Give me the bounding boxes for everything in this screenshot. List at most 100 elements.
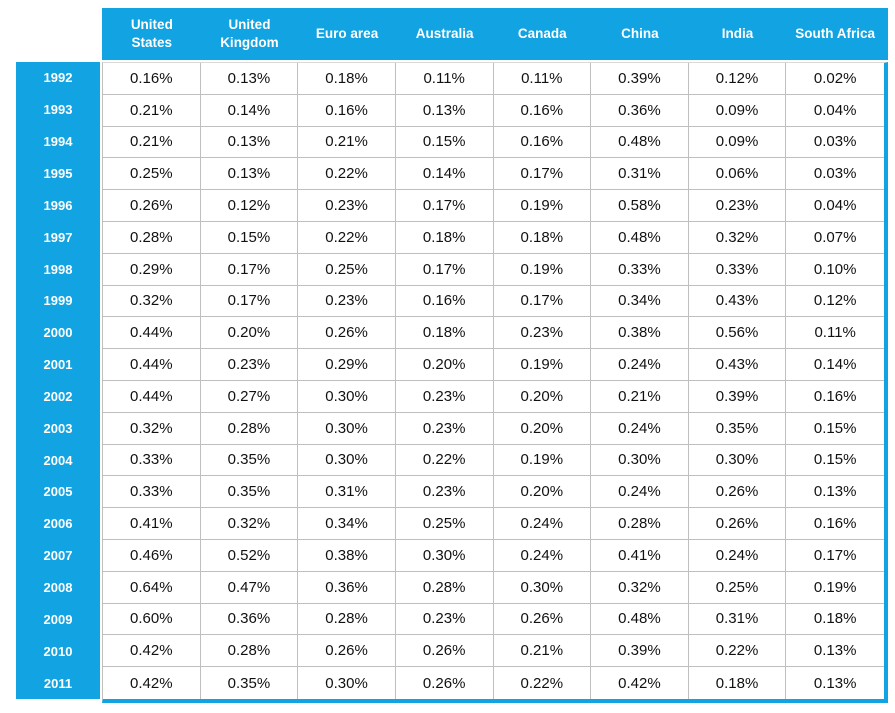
data-cell: 0.24% xyxy=(591,412,689,445)
data-cell: 0.30% xyxy=(298,412,396,445)
data-cell: 0.39% xyxy=(688,380,787,413)
data-cell: 0.10% xyxy=(786,253,884,286)
row-header-year: 1994 xyxy=(43,134,73,150)
data-cell: 0.23% xyxy=(200,349,299,381)
data-cell: 0.52% xyxy=(200,539,299,572)
data-cell: 0.41% xyxy=(591,539,689,572)
data-cell: 0.06% xyxy=(688,158,787,191)
year-column: 1992 1993 1994 1995 1996 1997 1998 1999 2000 2001… xyxy=(16,62,100,699)
data-cell: 0.26% xyxy=(493,603,592,636)
data-cell: 0.48% xyxy=(591,126,689,159)
data-cell: 0.56% xyxy=(688,317,787,350)
data-cell: 0.18% xyxy=(786,603,884,636)
data-cell: 0.17% xyxy=(395,253,494,286)
data-cell: 0.33% xyxy=(103,476,201,509)
data-cell: 0.26% xyxy=(688,508,787,540)
data-cell: 0.21% xyxy=(298,126,396,159)
data-cell: 0.23% xyxy=(298,285,396,318)
data-cell: 0.11% xyxy=(786,317,884,350)
data-cell: 0.12% xyxy=(688,63,787,95)
data-cell: 0.13% xyxy=(200,126,299,159)
data-cell: 0.44% xyxy=(103,349,201,381)
data-cell: 0.17% xyxy=(200,285,299,318)
data-cell: 0.20% xyxy=(200,317,299,350)
data-cell: 0.14% xyxy=(395,158,494,191)
data-cell: 0.30% xyxy=(688,444,787,477)
data-cell: 0.47% xyxy=(200,571,299,604)
data-cell: 0.42% xyxy=(591,667,689,699)
data-cell: 0.41% xyxy=(103,508,201,540)
data-cell: 0.58% xyxy=(591,190,689,222)
data-cell: 0.32% xyxy=(103,412,201,445)
data-cell: 0.25% xyxy=(395,508,494,540)
column-headers: United States United Kingdom Euro area Aust… xyxy=(102,8,888,60)
data-cell: 0.43% xyxy=(688,349,787,381)
data-cell: 0.20% xyxy=(493,412,592,445)
row-header-year: 2002 xyxy=(43,388,73,404)
data-cell: 0.13% xyxy=(786,635,884,668)
row-header-year: 1992 xyxy=(43,70,73,86)
data-cell: 0.32% xyxy=(103,285,201,318)
data-cell: 0.20% xyxy=(493,380,592,413)
data-cell: 0.35% xyxy=(200,444,299,477)
data-cell: 0.14% xyxy=(786,349,884,381)
row-header-year: 2011 xyxy=(43,675,73,691)
data-cell: 0.16% xyxy=(493,126,592,159)
data-cell: 0.04% xyxy=(786,190,884,222)
data-cell: 0.36% xyxy=(591,94,689,127)
data-cell: 0.17% xyxy=(786,539,884,572)
data-cell: 0.16% xyxy=(786,380,884,413)
data-cell: 0.24% xyxy=(591,349,689,381)
data-cell: 0.24% xyxy=(688,539,787,572)
data-cell: 0.16% xyxy=(786,508,884,540)
data-cell: 0.15% xyxy=(786,412,884,445)
data-cell: 0.19% xyxy=(493,444,592,477)
data-cell: 0.33% xyxy=(103,444,201,477)
data-cell: 0.26% xyxy=(688,476,787,509)
column-header: South Africa xyxy=(795,26,876,42)
data-cell: 0.24% xyxy=(493,539,592,572)
data-cell: 0.30% xyxy=(298,444,396,477)
corner-spacer xyxy=(16,8,102,60)
data-cell: 0.35% xyxy=(200,667,299,699)
data-cell: 0.31% xyxy=(591,158,689,191)
row-header-year: 1997 xyxy=(43,229,73,245)
data-cell: 0.22% xyxy=(395,444,494,477)
data-cell: 0.22% xyxy=(298,221,396,254)
data-cell: 0.16% xyxy=(103,63,201,95)
data-cell: 0.22% xyxy=(298,158,396,191)
row-header-year: 1995 xyxy=(43,165,73,181)
data-cell: 0.26% xyxy=(298,317,396,350)
data-cell: 0.19% xyxy=(493,349,592,381)
column-header: Euro area xyxy=(315,26,379,42)
data-cell: 0.29% xyxy=(103,253,201,286)
data-cell: 0.24% xyxy=(591,476,689,509)
data-cell: 0.11% xyxy=(395,63,494,95)
data-cell: 0.22% xyxy=(688,635,787,668)
data-cell: 0.32% xyxy=(200,508,299,540)
data-cell: 0.28% xyxy=(200,412,299,445)
data-cell: 0.28% xyxy=(395,571,494,604)
row-header-year: 1998 xyxy=(43,261,73,277)
data-cell: 0.43% xyxy=(688,285,787,318)
data-cell: 0.36% xyxy=(298,571,396,604)
data-cell: 0.17% xyxy=(493,158,592,191)
data-cell: 0.09% xyxy=(688,126,787,159)
row-header-year: 2000 xyxy=(43,325,73,341)
data-cell: 0.22% xyxy=(493,667,592,699)
data-cell: 0.17% xyxy=(200,253,299,286)
data-cell: 0.25% xyxy=(103,158,201,191)
data-cell: 0.42% xyxy=(103,667,201,699)
data-cell: 0.33% xyxy=(591,253,689,286)
data-cell: 0.31% xyxy=(688,603,787,636)
data-cell: 0.34% xyxy=(591,285,689,318)
data-cell: 0.44% xyxy=(103,317,201,350)
data-grid: 0.16% 0.13% 0.18% 0.11% 0.11% 0.39% 0.12% 0.02%… xyxy=(102,62,888,703)
data-cell: 0.46% xyxy=(103,539,201,572)
data-cell: 0.18% xyxy=(395,221,494,254)
data-cell: 0.39% xyxy=(591,635,689,668)
data-cell: 0.33% xyxy=(688,253,787,286)
data-cell: 0.44% xyxy=(103,380,201,413)
data-cell: 0.19% xyxy=(493,253,592,286)
data-cell: 0.48% xyxy=(591,221,689,254)
